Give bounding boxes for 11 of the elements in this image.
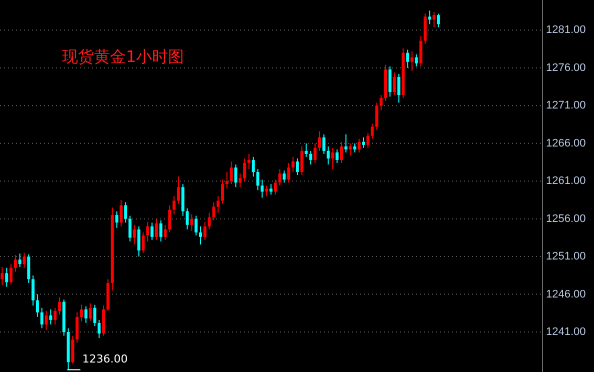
y-tick-label: 1251.00 bbox=[546, 250, 586, 263]
y-tick-label: 1246.00 bbox=[546, 288, 586, 300]
annotation: 1236.00 bbox=[82, 352, 128, 366]
y-tick-label: 1261.00 bbox=[546, 175, 586, 188]
y-tick-label: 1241.00 bbox=[546, 326, 586, 338]
y-tick-label: 1256.00 bbox=[546, 212, 586, 225]
y-tick-label: 1281.00 bbox=[546, 24, 586, 36]
y-tick-label: 1271.00 bbox=[546, 100, 586, 112]
y-tick-label: 1266.00 bbox=[546, 137, 586, 150]
y-tick-label: 1276.00 bbox=[546, 62, 586, 74]
text: 现货黄金1小时图 bbox=[62, 47, 184, 66]
